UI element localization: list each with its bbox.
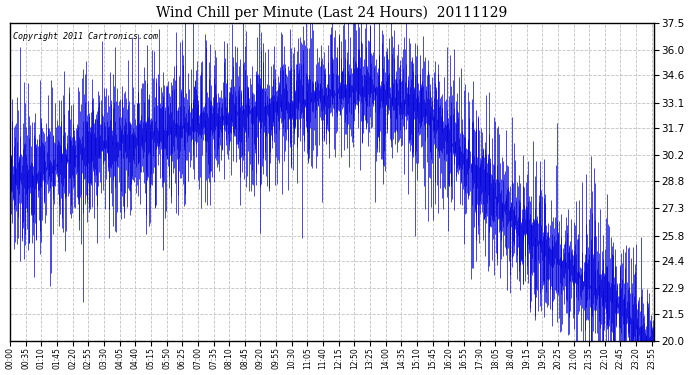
Text: Copyright 2011 Cartronics.com: Copyright 2011 Cartronics.com	[13, 32, 158, 41]
Title: Wind Chill per Minute (Last 24 Hours)  20111129: Wind Chill per Minute (Last 24 Hours) 20…	[156, 6, 507, 20]
